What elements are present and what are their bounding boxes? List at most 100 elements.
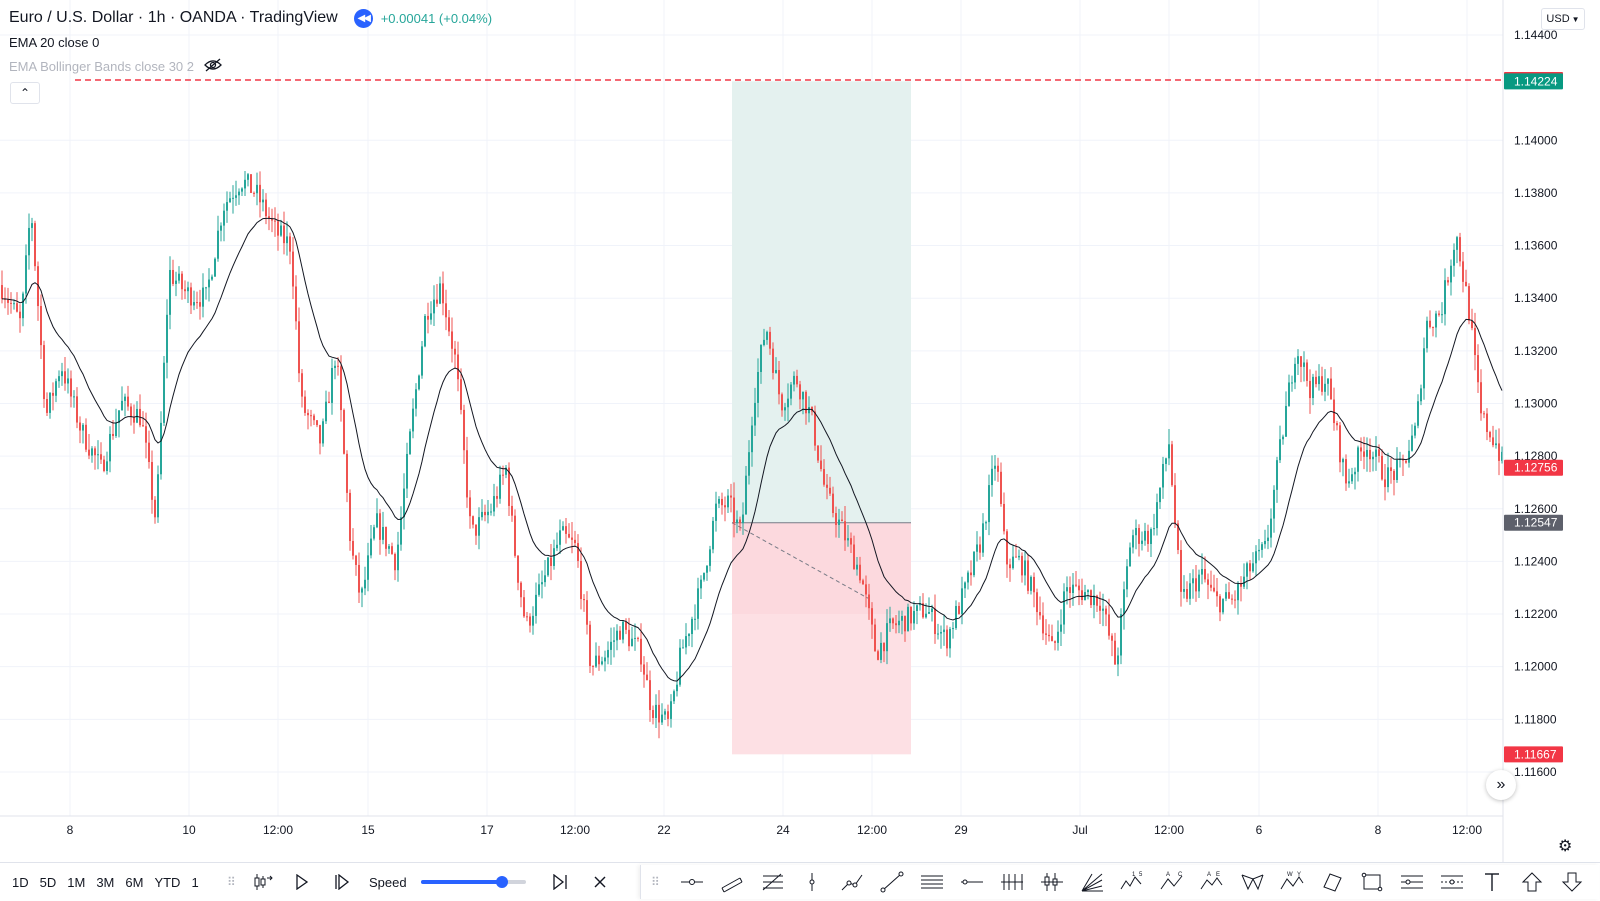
time-tick-label: 8 xyxy=(1375,823,1382,837)
fib-timezone-icon xyxy=(1000,874,1023,890)
candle-body xyxy=(559,530,561,545)
symbol-title[interactable]: Euro / U.S. Dollar · 1h · OANDA · Tradin… xyxy=(9,9,338,26)
candle-body xyxy=(739,519,741,524)
gann-box-tool[interactable] xyxy=(1072,867,1112,897)
step-forward-icon[interactable] xyxy=(329,869,355,895)
candle-body xyxy=(847,538,849,541)
range-ytd[interactable]: YTD xyxy=(154,874,181,890)
candle-body xyxy=(478,517,480,536)
time-axis[interactable]: 8 10 12:00 15 17 12:00 22 24 12:00 29 Jul 12:00 6 8 12… xyxy=(0,815,1503,837)
currency-button[interactable]: USD ▼ xyxy=(1541,8,1585,30)
anchored-vwap-tool[interactable] xyxy=(1392,867,1432,897)
vertical-line-tool[interactable] xyxy=(792,867,832,897)
candle-body xyxy=(523,597,525,617)
jump-to-realtime-icon[interactable] xyxy=(548,869,574,895)
price-label-box xyxy=(1504,459,1563,476)
candle-body xyxy=(1444,280,1446,315)
candle-body xyxy=(343,410,345,454)
time-tick-label: Jul xyxy=(1072,823,1087,837)
candle-body xyxy=(1372,456,1374,460)
horizontal-line-tool[interactable] xyxy=(952,867,992,897)
range-more[interactable]: 1 xyxy=(191,874,199,890)
candle-body xyxy=(691,618,693,635)
trend-path-tool[interactable] xyxy=(832,867,872,897)
candle-body xyxy=(1213,587,1215,592)
trend-line-tool[interactable] xyxy=(872,867,912,897)
range-5d[interactable]: 5D xyxy=(39,874,57,890)
range-1m[interactable]: 1M xyxy=(67,874,86,890)
candle-body xyxy=(871,608,873,625)
xabcd-pattern-tool[interactable] xyxy=(1232,867,1272,897)
range-3m[interactable]: 3M xyxy=(96,874,115,890)
candle-body xyxy=(154,499,156,518)
replay-icon[interactable]: ◀◀ xyxy=(353,8,373,28)
collapse-legend-button[interactable]: ⌃ xyxy=(10,82,40,104)
candle-body xyxy=(1252,563,1254,572)
speed-slider-thumb[interactable] xyxy=(496,876,509,888)
candle-body xyxy=(196,302,198,304)
candle-body xyxy=(562,526,564,531)
bollinger-indicator-label[interactable]: EMA Bollinger Bands close 30 2 xyxy=(9,58,194,74)
horizontal-lines-tool[interactable] xyxy=(912,867,952,897)
price-tick-label: 1.12200 xyxy=(1514,607,1558,621)
chart-canvas[interactable]: 1.14400 1.14000 1.13800 1.13600 1.13400 1.132… xyxy=(0,0,1600,862)
fib-timezone-tool[interactable] xyxy=(992,867,1032,897)
gann-fan-tool[interactable] xyxy=(1032,867,1072,897)
svg-text:Y: Y xyxy=(1297,872,1301,878)
candle-body xyxy=(379,513,381,540)
arrow-down-tool[interactable] xyxy=(1552,867,1592,897)
candle-body xyxy=(931,608,933,612)
regression-trend-tool[interactable] xyxy=(1432,867,1472,897)
svg-text:A: A xyxy=(1166,872,1170,878)
drag-handle-icon[interactable]: ⠿ xyxy=(651,875,660,889)
candle-body xyxy=(853,544,855,570)
price-axis[interactable]: 1.14400 1.14000 1.13800 1.13600 1.13400 1.132… xyxy=(1502,0,1563,862)
range-6m[interactable]: 6M xyxy=(125,874,144,890)
candle-body xyxy=(628,629,630,647)
candle-body xyxy=(1378,449,1380,456)
price-tick-label: 1.12800 xyxy=(1514,449,1558,463)
ema-indicator-label[interactable]: EMA 20 close 0 xyxy=(9,34,100,50)
drag-handle-icon[interactable]: ⠿ xyxy=(227,875,236,889)
select-bar-icon[interactable] xyxy=(250,869,276,895)
text-tool[interactable] xyxy=(1472,867,1512,897)
candle-body xyxy=(529,616,531,626)
scroll-to-realtime-button[interactable]: » xyxy=(1486,770,1516,800)
candle-body xyxy=(1135,528,1137,536)
range-buttons: 1D 5D 1M 3M 6M YTD 1 xyxy=(12,863,210,901)
fib-retracement-tool[interactable] xyxy=(752,867,792,897)
eye-off-icon[interactable] xyxy=(204,58,222,75)
candle-body xyxy=(1396,459,1398,480)
parallel-channel-tool[interactable] xyxy=(712,867,752,897)
price-tick-label: 1.13000 xyxy=(1514,396,1558,410)
candle-body xyxy=(520,582,522,598)
candle-body xyxy=(553,548,555,566)
candle-body xyxy=(844,521,846,541)
candle-body xyxy=(994,465,996,469)
horizontal-ray-tool[interactable] xyxy=(672,867,712,897)
price-tick-label: 1.11600 xyxy=(1514,765,1557,779)
play-icon[interactable] xyxy=(290,869,316,895)
close-icon[interactable] xyxy=(587,869,613,895)
speed-slider[interactable] xyxy=(420,876,526,888)
candle-body xyxy=(718,498,720,504)
candle-body xyxy=(190,287,192,306)
range-1d[interactable]: 1D xyxy=(12,874,29,890)
candle-body xyxy=(370,538,372,556)
candle-body xyxy=(736,519,738,523)
candle-body xyxy=(1168,444,1170,459)
candle-body xyxy=(1,285,3,299)
candle-body xyxy=(913,610,915,624)
candle-body xyxy=(700,579,702,589)
price-tick-label: 1.12400 xyxy=(1514,554,1558,568)
arrow-up-tool[interactable] xyxy=(1512,867,1552,897)
rotated-rectangle-tool[interactable] xyxy=(1312,867,1352,897)
gear-icon[interactable]: ⚙ xyxy=(1558,838,1573,855)
candle-body xyxy=(361,588,363,593)
candle-body xyxy=(1177,523,1179,550)
rectangle-tool[interactable] xyxy=(1352,867,1392,897)
